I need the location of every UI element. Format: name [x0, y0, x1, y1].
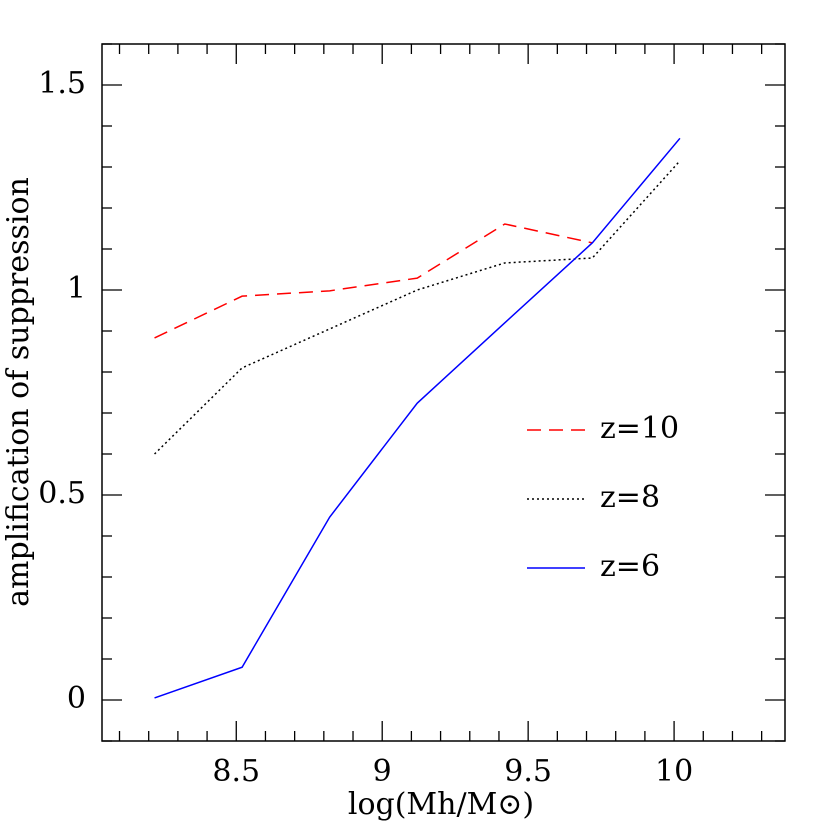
- series-line: [154, 137, 681, 699]
- x-tick-label: 10: [655, 754, 693, 789]
- legend-label: z=6: [600, 549, 660, 584]
- series-line: [154, 223, 593, 339]
- x-tick-label: 9.5: [504, 754, 552, 789]
- x-tick-label: 9: [373, 754, 392, 789]
- y-axis-label: amplification of suppression: [1, 177, 36, 607]
- y-tick-label: 1.5: [38, 66, 86, 101]
- y-tick-label: 0.5: [38, 476, 86, 511]
- x-tick-label: 8.5: [212, 754, 260, 789]
- legend-label: z=8: [600, 480, 660, 515]
- y-tick-label: 0: [67, 681, 86, 716]
- plot-frame: [101, 43, 786, 742]
- legend-label: z=10: [600, 411, 679, 446]
- x-axis-label: log(Mh/M⊙): [348, 787, 534, 822]
- y-tick-label: 1: [67, 271, 86, 306]
